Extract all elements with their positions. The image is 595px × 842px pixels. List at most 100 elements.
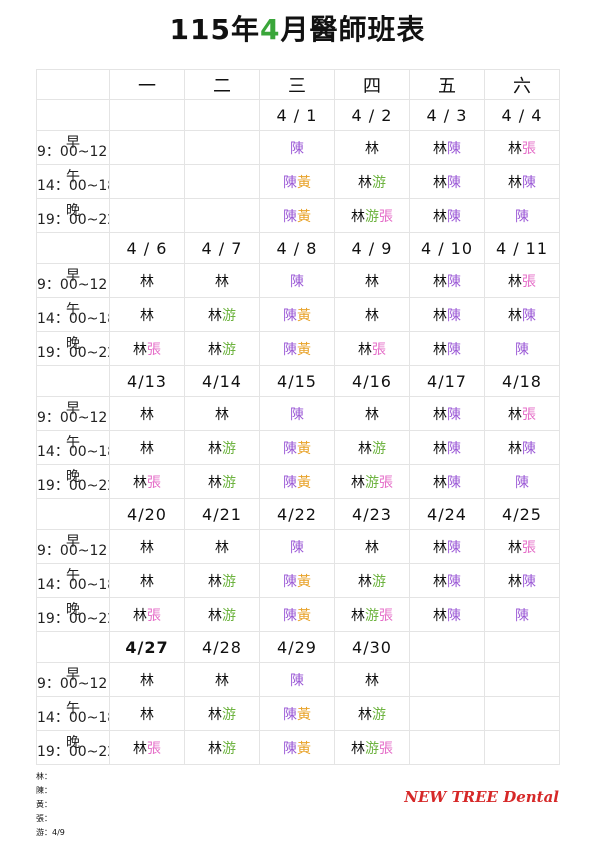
doctor-name: 游 — [372, 706, 386, 723]
schedule-cell: 林陳 — [484, 164, 560, 199]
schedule-cell: 林張 — [109, 464, 185, 499]
schedule-cell: 林 — [109, 696, 185, 731]
shift-label: 午14：00~18：00 — [36, 297, 110, 332]
doctor-name: 張 — [522, 406, 536, 423]
doctor-name: 林 — [133, 740, 147, 757]
schedule-cell: 林游張 — [334, 730, 410, 765]
doctor-name: 林 — [508, 307, 522, 324]
shift-row: 晚19：00~22：00林張林游陳黃林游張林陳陳 — [36, 464, 560, 499]
schedule-cell: 陳黃 — [259, 597, 335, 632]
doctor-name: 陳 — [447, 607, 461, 624]
doctor-name: 陳 — [283, 474, 297, 491]
doctor-name: 陳 — [283, 573, 297, 590]
date-cell: 4 / 7 — [184, 232, 260, 264]
schedule-cell: 林陳 — [409, 331, 485, 366]
doctor-name: 張 — [147, 607, 161, 624]
title-month: 4 — [259, 13, 281, 46]
schedule-cell: 林 — [334, 130, 410, 165]
doctor-name: 陳 — [283, 307, 297, 324]
weekday-header: 三 — [259, 69, 335, 100]
shift-name: 早 — [66, 134, 80, 151]
doctor-name: 黃 — [297, 208, 311, 225]
schedule-cell: 林 — [184, 662, 260, 697]
doctor-name: 張 — [522, 273, 536, 290]
schedule-cell: 林陳 — [409, 430, 485, 465]
shift-time: 19：00~22：00 — [37, 211, 109, 228]
schedule-cell: 陳 — [259, 529, 335, 564]
doctor-name: 黃 — [297, 341, 311, 358]
doctor-name: 黃 — [297, 307, 311, 324]
doctor-name: 林 — [215, 539, 229, 556]
shift-row: 晚19：00~22：00林張林游陳黃林張林陳陳 — [36, 331, 560, 366]
doctor-name: 陳 — [522, 174, 536, 191]
doctor-name: 游 — [222, 440, 236, 457]
blank-cell — [36, 365, 110, 397]
schedule-cell — [484, 696, 560, 731]
doctor-name: 林 — [208, 607, 222, 624]
doctor-name: 陳 — [447, 440, 461, 457]
schedule-cell: 林張 — [484, 396, 560, 431]
date-cell: 4/14 — [184, 365, 260, 397]
shift-time: 9：00~12：00 — [37, 409, 109, 426]
date-cell: 4/30 — [334, 631, 410, 663]
schedule-cell: 陳黃 — [259, 198, 335, 233]
doctor-name: 林 — [140, 706, 154, 723]
legend-item: 陳： — [36, 786, 52, 795]
date-cell — [409, 631, 485, 663]
schedule-cell: 林 — [109, 263, 185, 298]
shift-time: 9：00~12：00 — [37, 542, 109, 559]
shift-time: 9：00~12：00 — [37, 276, 109, 293]
schedule-cell: 林 — [184, 263, 260, 298]
shift-time: 19：00~22：00 — [37, 743, 109, 760]
date-row: 4/13 4/14 4/15 4/16 4/17 4/18 — [36, 365, 560, 397]
schedule-cell: 林陳 — [409, 396, 485, 431]
doctor-name: 游 — [222, 573, 236, 590]
doctor-name: 游 — [222, 740, 236, 757]
schedule-cell: 林 — [334, 662, 410, 697]
doctor-name: 陳 — [447, 474, 461, 491]
shift-name: 早 — [66, 666, 80, 683]
shift-label: 晚19：00~22：00 — [36, 464, 110, 499]
schedule-cell — [184, 198, 260, 233]
legend-item: 黃： — [36, 800, 52, 809]
shift-label: 午14：00~18：00 — [36, 563, 110, 598]
doctor-name: 林 — [358, 174, 372, 191]
doctor-name: 林 — [508, 406, 522, 423]
schedule-cell: 林陳 — [409, 297, 485, 332]
doctor-name: 陳 — [447, 273, 461, 290]
schedule-cell: 林陳 — [409, 529, 485, 564]
schedule-cell: 林張 — [484, 263, 560, 298]
date-cell: 4/27 — [109, 631, 185, 663]
doctor-name: 陳 — [447, 140, 461, 157]
schedule-cell: 陳 — [484, 331, 560, 366]
doctor-name: 陳 — [447, 573, 461, 590]
doctor-name: 陳 — [283, 740, 297, 757]
doctor-name: 陳 — [515, 341, 529, 358]
schedule-cell: 陳黃 — [259, 331, 335, 366]
date-cell: 4/29 — [259, 631, 335, 663]
schedule-cell: 林游張 — [334, 198, 410, 233]
shift-name: 早 — [66, 400, 80, 417]
shift-row: 午14：00~18：00林林游陳黃林林陳林陳 — [36, 297, 560, 332]
doctor-name: 張 — [147, 474, 161, 491]
shift-name: 晚 — [66, 734, 80, 751]
date-cell — [109, 99, 185, 131]
schedule-cell: 陳黃 — [259, 730, 335, 765]
doctor-name: 林 — [358, 706, 372, 723]
shift-row: 午14：00~18：00陳黃林游林陳林陳 — [36, 164, 560, 199]
doctor-name: 黃 — [297, 607, 311, 624]
doctor-name: 游 — [222, 474, 236, 491]
shift-name: 午 — [66, 434, 80, 451]
date-cell: 4/16 — [334, 365, 410, 397]
doctor-name: 林 — [433, 440, 447, 457]
date-cell: 4/13 — [109, 365, 185, 397]
date-cell: 4/25 — [484, 498, 560, 530]
date-cell: 4/17 — [409, 365, 485, 397]
date-cell: 4 / 4 — [484, 99, 560, 131]
shift-label: 早9：00~12：00 — [36, 396, 110, 431]
schedule-cell: 林游張 — [334, 597, 410, 632]
shift-time: 14：00~18：00 — [37, 576, 109, 593]
doctor-name: 陳 — [283, 440, 297, 457]
doctor-name: 林 — [433, 307, 447, 324]
corner-cell — [36, 69, 110, 100]
